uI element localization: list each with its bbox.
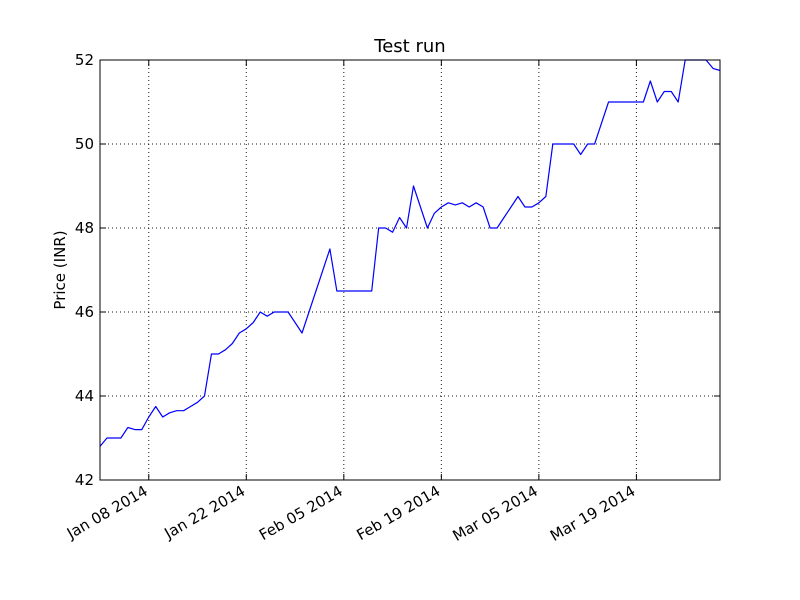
y-axis: 42 44 46 48 50 52 xyxy=(75,51,720,489)
y-tick-label: 48 xyxy=(75,219,94,237)
y-axis-label: Price (INR) xyxy=(51,230,69,309)
plot-frame xyxy=(99,59,721,481)
x-tick-label: Feb 19 2014 xyxy=(353,482,443,544)
x-tick-label: Jan 22 2014 xyxy=(161,482,249,543)
y-tick-label: 46 xyxy=(75,303,94,321)
x-axis: Jan 08 2014 Jan 22 2014 Feb 05 2014 Feb 19 … xyxy=(63,60,638,545)
x-tick-label: Mar 19 2014 xyxy=(547,482,638,545)
x-tick-label: Feb 05 2014 xyxy=(256,482,346,544)
y-tick-label: 42 xyxy=(75,471,94,489)
price-series-line xyxy=(99,59,721,447)
y-tick-label: 44 xyxy=(75,387,94,405)
grid-layer xyxy=(100,59,720,481)
y-tick-label: 52 xyxy=(75,51,94,69)
chart-title: Test run xyxy=(373,36,445,57)
y-tick-label: 50 xyxy=(75,135,94,153)
series-layer xyxy=(99,59,721,447)
x-tick-label: Jan 08 2014 xyxy=(63,482,151,543)
x-tick-label: Mar 05 2014 xyxy=(450,482,541,545)
